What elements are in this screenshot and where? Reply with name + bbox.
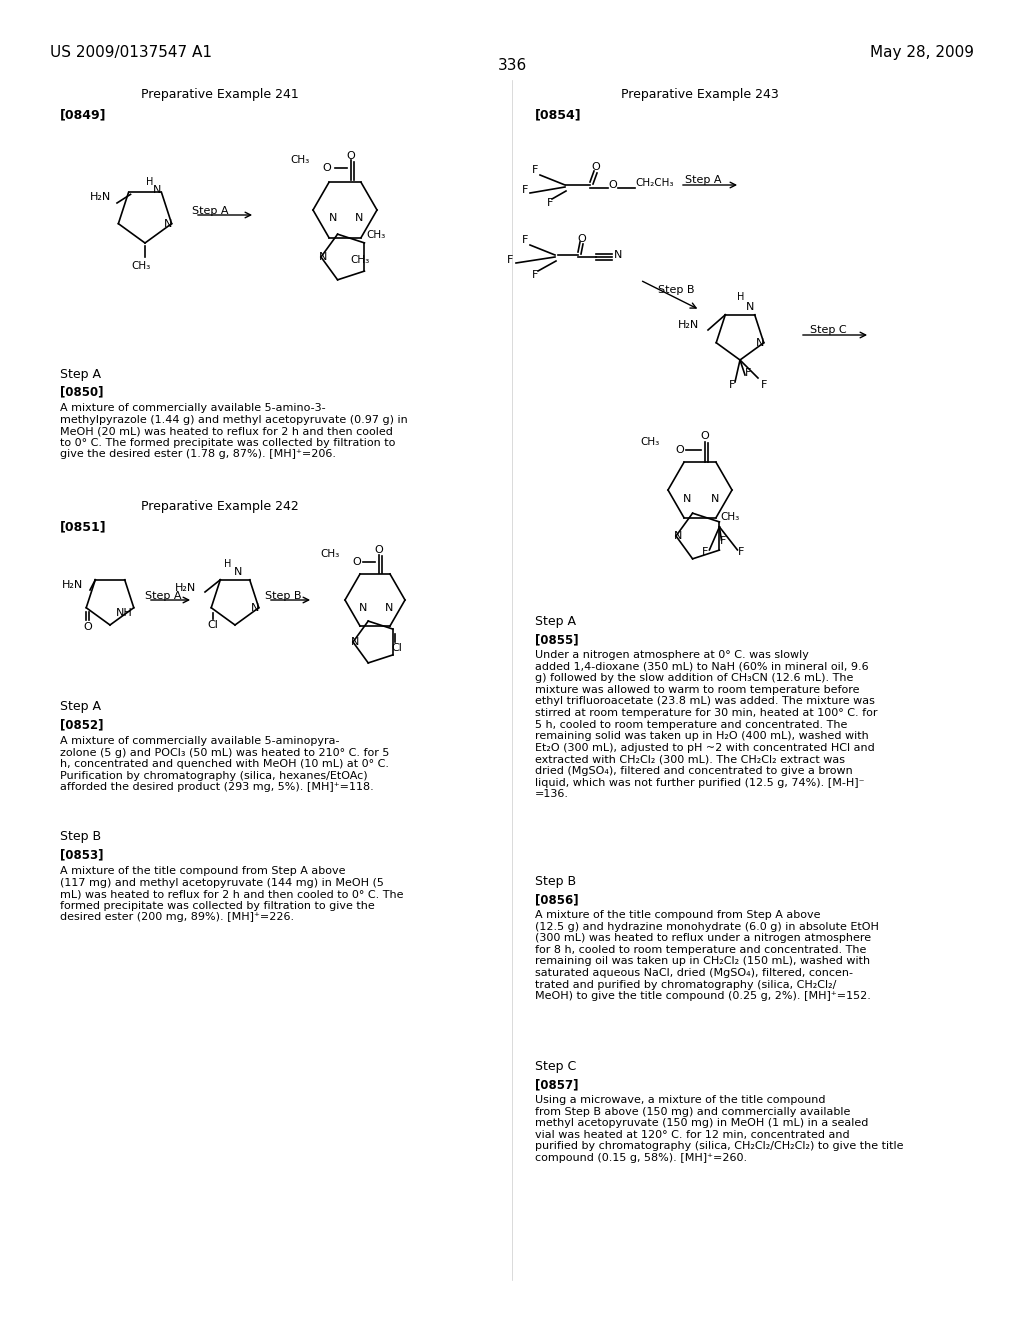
Text: Step B: Step B	[60, 830, 101, 843]
Text: Step A: Step A	[535, 615, 575, 628]
Text: CH₃: CH₃	[351, 255, 370, 265]
Text: O: O	[608, 180, 616, 190]
Text: H₂N: H₂N	[678, 319, 699, 330]
Text: CH₂CH₃: CH₂CH₃	[635, 178, 674, 187]
Text: A mixture of commercially available 5-aminopyra-
zolone (5 g) and POCl₃ (50 mL) : A mixture of commercially available 5-am…	[60, 737, 389, 792]
Text: O: O	[347, 150, 355, 161]
Text: Step A: Step A	[144, 591, 181, 601]
Text: Cl: Cl	[391, 643, 402, 653]
Text: H₂N: H₂N	[62, 579, 83, 590]
Text: F: F	[738, 546, 744, 557]
Text: CH₃: CH₃	[291, 154, 310, 165]
Text: F: F	[547, 198, 553, 209]
Text: May 28, 2009: May 28, 2009	[870, 45, 974, 59]
Text: H: H	[224, 558, 231, 569]
Text: H₂N: H₂N	[90, 191, 112, 202]
Text: O: O	[375, 545, 383, 554]
Text: A mixture of the title compound from Step A above
(117 mg) and methyl acetopyruv: A mixture of the title compound from Ste…	[60, 866, 403, 923]
Text: O: O	[700, 432, 710, 441]
Text: Under a nitrogen atmosphere at 0° C. was slowly
added 1,4-dioxane (350 mL) to Na: Under a nitrogen atmosphere at 0° C. was…	[535, 649, 878, 799]
Text: O: O	[578, 234, 587, 244]
Text: [0854]: [0854]	[535, 108, 582, 121]
Text: Step B: Step B	[265, 591, 301, 601]
Text: [0856]: [0856]	[535, 894, 579, 906]
Text: [0850]: [0850]	[60, 385, 103, 399]
Text: F: F	[507, 255, 513, 265]
Text: O: O	[323, 162, 332, 173]
Text: F: F	[744, 368, 752, 378]
Text: O: O	[676, 445, 684, 455]
Text: H: H	[737, 292, 744, 302]
Text: A mixture of commercially available 5-amino-3-
methylpyrazole (1.44 g) and methy: A mixture of commercially available 5-am…	[60, 403, 408, 459]
Text: Cl: Cl	[208, 619, 219, 630]
Text: Preparative Example 242: Preparative Example 242	[141, 500, 299, 513]
Text: Step B: Step B	[658, 285, 694, 294]
Text: 336: 336	[498, 58, 526, 73]
Text: N: N	[674, 531, 682, 541]
Text: CH₃: CH₃	[641, 437, 660, 447]
Text: F: F	[522, 235, 528, 246]
Text: [0852]: [0852]	[60, 718, 103, 731]
Text: F: F	[522, 185, 528, 195]
Text: F: F	[531, 165, 539, 176]
Text: N: N	[354, 213, 364, 223]
Text: N: N	[154, 185, 162, 195]
Text: Preparative Example 243: Preparative Example 243	[622, 88, 779, 102]
Text: Step A: Step A	[685, 176, 721, 185]
Text: CH₃: CH₃	[720, 512, 739, 521]
Text: N: N	[683, 494, 691, 504]
Text: A mixture of the title compound from Step A above
(12.5 g) and hydrazine monohyd: A mixture of the title compound from Ste…	[535, 909, 879, 1001]
Text: N: N	[385, 603, 393, 612]
Text: CH₃: CH₃	[321, 549, 340, 558]
Text: N: N	[614, 249, 623, 260]
Text: N: N	[251, 603, 259, 612]
Text: Step A: Step A	[191, 206, 228, 216]
Text: [0853]: [0853]	[60, 847, 103, 861]
Text: Step C: Step C	[535, 1060, 577, 1073]
Text: N: N	[351, 638, 359, 647]
Text: Step C: Step C	[810, 325, 846, 335]
Text: Step A: Step A	[60, 368, 101, 381]
Text: F: F	[729, 380, 735, 389]
Text: CH₃: CH₃	[366, 230, 385, 240]
Text: N: N	[318, 252, 328, 261]
Text: N: N	[329, 213, 337, 223]
Text: Using a microwave, a mixture of the title compound
from Step B above (150 mg) an: Using a microwave, a mixture of the titl…	[535, 1096, 903, 1163]
Text: [0849]: [0849]	[60, 108, 106, 121]
Text: F: F	[720, 536, 727, 546]
Text: NH: NH	[116, 607, 132, 618]
Text: [0851]: [0851]	[60, 520, 106, 533]
Text: F: F	[531, 271, 539, 280]
Text: N: N	[711, 494, 719, 504]
Text: O: O	[592, 162, 600, 172]
Text: N: N	[756, 338, 764, 347]
Text: Preparative Example 241: Preparative Example 241	[141, 88, 299, 102]
Text: H: H	[145, 177, 154, 187]
Text: N: N	[358, 603, 368, 612]
Text: O: O	[84, 622, 92, 632]
Text: N: N	[745, 302, 754, 312]
Text: [0857]: [0857]	[535, 1078, 579, 1092]
Text: N: N	[233, 566, 242, 577]
Text: O: O	[352, 557, 361, 568]
Text: US 2009/0137547 A1: US 2009/0137547 A1	[50, 45, 212, 59]
Text: F: F	[761, 380, 767, 389]
Text: [0855]: [0855]	[535, 634, 579, 645]
Text: CH₃: CH₃	[131, 261, 151, 271]
Text: N: N	[164, 219, 172, 228]
Text: H₂N: H₂N	[175, 583, 197, 593]
Text: Step A: Step A	[60, 700, 101, 713]
Text: Step B: Step B	[535, 875, 577, 888]
Text: F: F	[702, 546, 709, 557]
